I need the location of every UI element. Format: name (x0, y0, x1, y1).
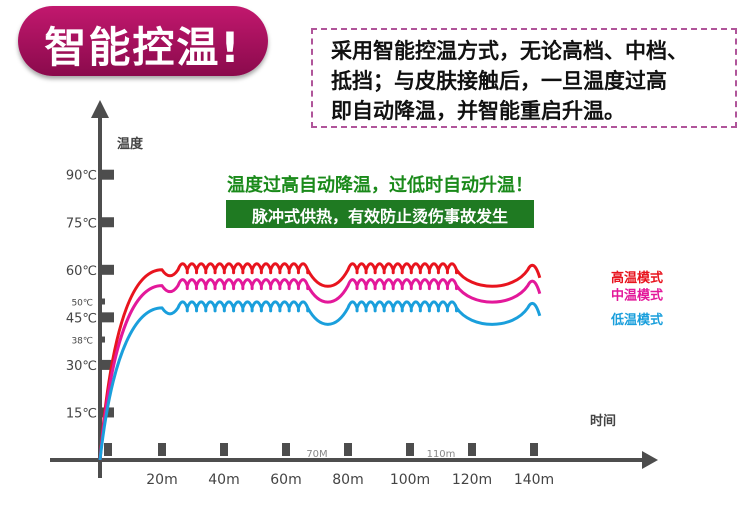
x-tick-mark (344, 443, 352, 456)
y-tick-label: 50℃ (71, 299, 93, 309)
x-tick-label: 100m (390, 472, 430, 488)
y-tick-mark (100, 359, 114, 370)
y-tick-label: 90℃ (66, 169, 97, 184)
y-tick-label: 30℃ (66, 359, 97, 374)
y-axis-label: 温度 (117, 136, 144, 152)
description-line-3: 即自动降温，并智能重启升温。 (331, 99, 625, 123)
x-tick-mark (158, 443, 166, 456)
legend-label: 低温模式 (610, 312, 663, 328)
y-tick-mark (100, 298, 105, 305)
y-tick-label: 45℃ (66, 311, 97, 326)
y-tick-mark (100, 169, 114, 180)
y-tick-label: 15℃ (66, 406, 97, 421)
y-axis-arrow (91, 100, 109, 118)
x-tick-mark (468, 443, 476, 456)
series-line (98, 300, 542, 461)
series-line (98, 262, 542, 461)
y-tick-label: 75℃ (66, 216, 97, 231)
y-tick-mark (100, 312, 114, 323)
x-tick-label: 60m (270, 472, 301, 488)
chart-note: 脉冲式供热，有效防止烫伤事故发生 (251, 207, 508, 226)
x-tick-label: 70M (306, 449, 327, 460)
x-axis-label: 时间 (590, 413, 616, 429)
page-title: 智能控温! (44, 23, 242, 72)
x-tick-label: 120m (452, 472, 492, 488)
series-line (98, 278, 542, 461)
x-tick-mark (530, 443, 538, 456)
x-tick-label: 80m (332, 472, 363, 488)
description-box: 采用智能控温方式，无论高档、中档、 抵挡；与皮肤接触后，一旦温度过高 即自动降温… (311, 28, 737, 128)
description-line-2: 抵挡；与皮肤接触后，一旦温度过高 (331, 69, 667, 93)
x-tick-mark (104, 443, 112, 456)
chart-subtitle: 温度过高自动降温，过低时自动升温！ (227, 175, 533, 196)
x-axis-arrow (642, 451, 658, 469)
y-tick-mark (100, 217, 114, 228)
title-badge: 智能控温! (18, 6, 268, 76)
x-tick-label: 20m (146, 472, 177, 488)
y-tick-label: 38℃ (71, 337, 93, 347)
legend-label: 高温模式 (611, 270, 663, 286)
legend-label: 中温模式 (611, 288, 663, 304)
x-tick-mark (220, 443, 228, 456)
y-tick-mark (100, 264, 114, 275)
x-tick-mark (282, 443, 290, 456)
y-tick-mark (100, 336, 105, 343)
x-tick-label: 140m (514, 472, 554, 488)
x-tick-label: 40m (208, 472, 239, 488)
chart-note-badge: 脉冲式供热，有效防止烫伤事故发生 (226, 200, 534, 228)
x-tick-label: 110m (427, 449, 456, 460)
description-line-1: 采用智能控温方式，无论高档、中档、 (331, 39, 688, 63)
y-tick-label: 60℃ (66, 264, 97, 279)
x-tick-mark (406, 443, 414, 456)
